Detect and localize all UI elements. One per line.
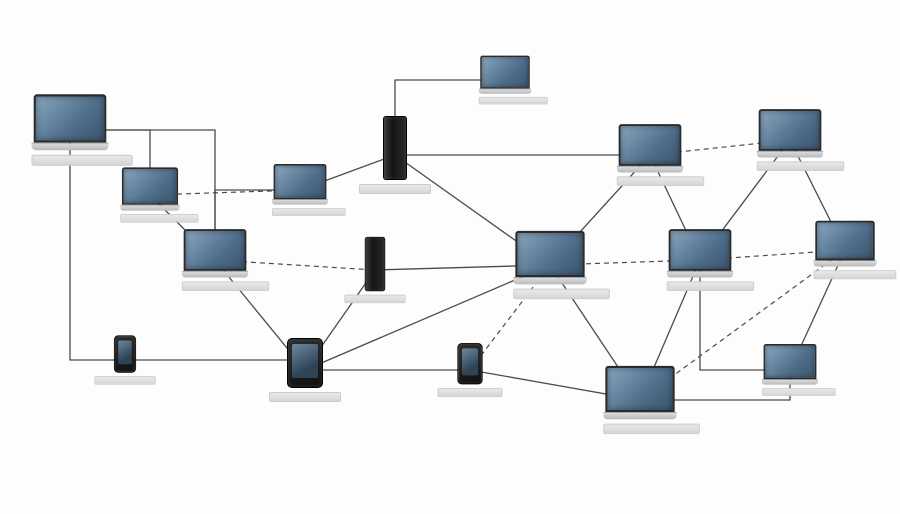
platform-icon (94, 376, 155, 385)
platform-icon (344, 295, 405, 304)
node-n6-tower (344, 237, 405, 303)
node-n9-phone (438, 343, 503, 397)
laptop-screen-icon (274, 164, 327, 199)
node-n12-laptop (603, 366, 677, 434)
tower-body-icon (383, 116, 407, 180)
platform-icon (617, 176, 704, 186)
laptop-base-icon (603, 412, 677, 419)
platform-icon (513, 289, 610, 300)
node-n1-laptop (32, 94, 109, 166)
platform-icon (359, 184, 431, 194)
laptop-base-icon (757, 151, 824, 158)
phone-screen-icon (292, 344, 318, 378)
node-n13-laptop (617, 124, 684, 186)
laptop-base-icon (762, 379, 818, 385)
laptop-base-icon (32, 143, 109, 151)
laptop-screen-icon (759, 109, 822, 151)
platform-icon (603, 424, 700, 435)
node-n3-laptop (272, 164, 328, 216)
phone-body-icon (457, 343, 482, 384)
laptop-base-icon (513, 277, 587, 284)
laptop-base-icon (272, 199, 328, 205)
platform-icon (438, 388, 503, 397)
node-n8-phone (269, 338, 341, 402)
laptop-screen-icon (34, 94, 107, 142)
laptop-screen-icon (815, 221, 874, 261)
laptop-screen-icon (764, 344, 817, 379)
laptop-base-icon (479, 89, 532, 94)
laptop-screen-icon (605, 366, 674, 412)
node-n11-laptop (513, 231, 587, 299)
platform-icon (762, 388, 836, 396)
laptop-screen-icon (122, 167, 178, 204)
node-n17-laptop (814, 221, 877, 280)
node-n4-laptop (182, 229, 249, 291)
network-diagram (0, 0, 900, 514)
node-n10-laptop (479, 56, 532, 105)
platform-icon (269, 392, 341, 402)
node-n14-laptop (667, 229, 734, 291)
laptop-screen-icon (184, 229, 247, 271)
phone-body-icon (287, 338, 323, 388)
edges-layer (0, 0, 900, 514)
platform-icon (757, 161, 844, 171)
laptop-screen-icon (669, 229, 732, 271)
laptop-base-icon (120, 205, 180, 211)
laptop-base-icon (182, 271, 249, 278)
platform-icon (667, 281, 754, 291)
phone-body-icon (114, 335, 136, 372)
node-n16-laptop (762, 344, 818, 396)
laptop-screen-icon (619, 124, 682, 166)
laptop-base-icon (617, 166, 684, 173)
phone-screen-icon (118, 340, 132, 364)
laptop-base-icon (667, 271, 734, 278)
phone-screen-icon (462, 348, 478, 375)
node-n15-laptop (757, 109, 824, 171)
platform-icon (479, 97, 548, 105)
platform-icon (32, 155, 133, 166)
node-n2-laptop (120, 167, 180, 222)
laptop-screen-icon (515, 231, 584, 277)
platform-icon (814, 270, 897, 279)
platform-icon (120, 214, 198, 223)
platform-icon (272, 208, 346, 216)
node-n5-tower (359, 116, 431, 194)
platform-icon (182, 281, 269, 291)
node-n7-phone (94, 335, 155, 384)
laptop-screen-icon (480, 56, 530, 89)
laptop-base-icon (814, 260, 877, 266)
tower-body-icon (365, 237, 385, 291)
